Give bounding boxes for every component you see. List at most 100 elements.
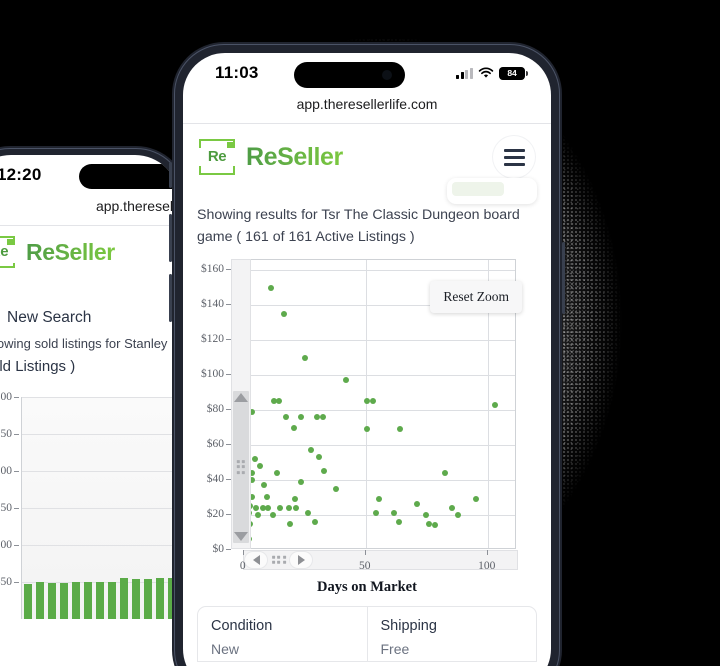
scroll-down-arrow-icon[interactable]	[234, 531, 248, 541]
scatter-point[interactable]	[333, 485, 340, 492]
hscroll-grip-icon[interactable]	[272, 555, 286, 565]
scatter-point[interactable]	[492, 401, 499, 408]
scatter-point[interactable]	[249, 408, 256, 415]
new-search-back-link[interactable]: ← New Search	[0, 298, 179, 334]
scatter-point[interactable]	[263, 494, 270, 501]
bar[interactable]	[83, 582, 93, 619]
scatter-point[interactable]	[298, 478, 305, 485]
dynamic-island-front	[294, 62, 405, 88]
scatter-point[interactable]	[316, 454, 323, 461]
chart-vscroll-thumb[interactable]	[233, 390, 249, 543]
scatter-point[interactable]	[265, 504, 272, 511]
scatter-point[interactable]	[293, 504, 300, 511]
scatter-point[interactable]	[321, 468, 328, 475]
scatter-point[interactable]	[276, 398, 283, 405]
bar[interactable]	[35, 582, 45, 619]
scatter-point[interactable]	[255, 511, 262, 518]
scatter-point[interactable]	[372, 510, 379, 517]
scatter-point[interactable]	[472, 496, 479, 503]
scatter-point[interactable]	[249, 476, 256, 483]
bar[interactable]	[59, 582, 69, 619]
vscroll-grip-icon[interactable]	[236, 459, 246, 474]
scatter-point[interactable]	[432, 522, 439, 529]
results-text-back-line2: Sold Listings )	[0, 358, 76, 375]
hamburger-menu-icon[interactable]	[493, 136, 535, 178]
scatter-point[interactable]	[281, 311, 287, 318]
scatter-point[interactable]	[376, 496, 383, 503]
scatter-point[interactable]	[251, 456, 258, 463]
results-text-back-line1: Showing sold listings for Stanley	[0, 336, 168, 351]
scatter-point[interactable]	[270, 511, 277, 518]
partially-hidden-control[interactable]	[447, 178, 537, 204]
scroll-left-button[interactable]	[245, 551, 267, 568]
y-axis-tick-label: $40	[207, 473, 233, 485]
scatter-point[interactable]	[249, 470, 256, 476]
x-axis-title: Days on Market	[317, 578, 417, 595]
browser-url-front[interactable]: app.theresellerlife.com	[183, 93, 551, 124]
scatter-point[interactable]	[283, 414, 290, 421]
scatter-point[interactable]	[363, 398, 370, 405]
bar[interactable]	[119, 578, 129, 619]
scatter-point[interactable]	[363, 426, 370, 433]
scatter-point[interactable]	[267, 284, 274, 291]
scatter-point[interactable]	[285, 504, 292, 511]
scroll-right-button[interactable]	[290, 551, 312, 568]
scatter-point[interactable]	[311, 518, 318, 525]
scatter-point[interactable]	[413, 501, 420, 508]
browser-url-back[interactable]: app.theresel	[0, 195, 179, 226]
scatter-point[interactable]	[277, 504, 284, 511]
scatter-point[interactable]	[271, 398, 278, 405]
gridline-horizontal	[234, 410, 515, 412]
scatter-point[interactable]	[455, 511, 462, 518]
bar[interactable]	[131, 579, 141, 619]
reseller-logo-icon[interactable]: Re	[198, 139, 236, 175]
scatter-point[interactable]	[390, 510, 397, 517]
bar[interactable]	[143, 579, 153, 619]
phone-mute-switch-front	[169, 162, 172, 188]
reset-zoom-button[interactable]: Reset Zoom	[430, 280, 522, 313]
y-axis-tick-label: $80	[207, 403, 233, 415]
scatter-point[interactable]	[343, 377, 350, 384]
scatter-point[interactable]	[252, 504, 259, 511]
scatter-point[interactable]	[256, 463, 263, 470]
scatter-point[interactable]	[249, 494, 256, 501]
scroll-up-arrow-icon[interactable]	[234, 392, 248, 402]
scatter-point[interactable]	[301, 354, 308, 361]
bar[interactable]	[155, 578, 165, 619]
bar[interactable]	[47, 582, 57, 619]
bar[interactable]	[167, 577, 177, 619]
scatter-point[interactable]	[261, 482, 268, 489]
scatter-point[interactable]	[395, 518, 402, 525]
scatter-point[interactable]	[298, 414, 305, 421]
phone-screen-back: 12:20 app.theresel Re ReSeller ← New Sea…	[0, 155, 179, 666]
bar[interactable]	[71, 582, 81, 619]
chart-horizontal-scrollbar[interactable]	[243, 549, 518, 570]
scatter-point[interactable]	[396, 426, 403, 433]
y-axis-tick-label: $100	[0, 539, 21, 551]
battery-indicator: 84	[499, 66, 528, 80]
scatter-point[interactable]	[287, 520, 294, 527]
scatter-point[interactable]	[422, 511, 429, 518]
scatter-point[interactable]	[273, 470, 280, 476]
status-time-back: 12:20	[0, 165, 42, 184]
bar[interactable]	[107, 582, 117, 619]
table-column-condition: Condition New	[198, 607, 367, 661]
scatter-point[interactable]	[291, 496, 298, 503]
scatter-point[interactable]	[426, 520, 433, 527]
x-axis-tick	[486, 549, 488, 555]
page-content: Showing results for Tsr The Classic Dung…	[183, 178, 551, 662]
scatter-point[interactable]	[305, 510, 312, 517]
scatter-point[interactable]	[449, 504, 456, 511]
scatter-point[interactable]	[260, 504, 267, 511]
scatter-point[interactable]	[290, 424, 297, 431]
scatter-point[interactable]	[307, 447, 314, 454]
results-summary-text: Showing results for Tsr The Classic Dung…	[197, 207, 520, 246]
scatter-point[interactable]	[320, 414, 327, 421]
scatter-point[interactable]	[370, 398, 377, 405]
scatter-point[interactable]	[442, 470, 449, 476]
bar[interactable]	[23, 584, 33, 619]
scatter-point[interactable]	[313, 414, 320, 421]
chart-vertical-scrollbar[interactable]	[231, 258, 251, 549]
bar[interactable]	[95, 582, 105, 619]
